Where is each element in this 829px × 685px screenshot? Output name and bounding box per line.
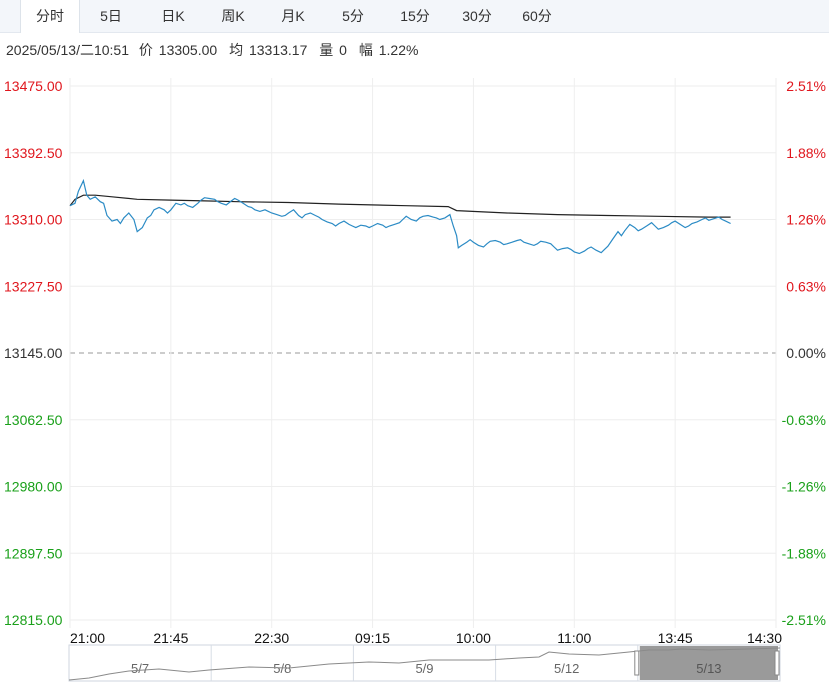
x-tick-label: 21:45 [153, 630, 188, 646]
navigator-right-handle[interactable] [774, 650, 780, 676]
y-tick-label: 13392.50 [4, 145, 63, 161]
pct-tick-label: 1.88% [786, 145, 826, 161]
quote-datetime: 2025/05/13/二10:51 [6, 42, 129, 58]
avg-value: 13313.17 [248, 42, 308, 58]
price-line [69, 178, 731, 255]
navigator-day-label: 5/13 [696, 661, 721, 676]
price-label: 价 [138, 42, 153, 58]
tab-weekly-k[interactable]: 周K [221, 8, 245, 24]
y-tick-label: 13475.00 [4, 78, 63, 94]
price-value: 13305.00 [158, 42, 218, 58]
volume-label: 量 [319, 42, 334, 58]
navigator-left-handle[interactable] [634, 650, 640, 676]
y-tick-label: 12897.50 [4, 545, 63, 561]
y-tick-label: 13062.50 [4, 412, 63, 428]
tab-15min[interactable]: 15分 [400, 8, 430, 24]
period-tabs: 分时 5日 日K 周K 月K 5分 15分 30分 60分 [0, 0, 829, 33]
navigator-day-label: 5/7 [131, 661, 149, 676]
volume-value: 0 [339, 42, 347, 58]
pct-tick-label: 0.00% [786, 345, 826, 361]
x-tick-label: 22:30 [254, 630, 289, 646]
pct-tick-label: -0.63% [782, 412, 826, 428]
pct-tick-label: 1.26% [786, 212, 826, 228]
pct-tick-label: -1.26% [782, 479, 826, 495]
y-tick-label: 12815.00 [4, 612, 63, 628]
quote-info-bar: 2025/05/13/二10:51 价 13305.00 均 13313.17 … [6, 40, 420, 60]
x-tick-label: 13:45 [658, 630, 693, 646]
y-tick-label: 13145.00 [4, 345, 63, 361]
tab-30min[interactable]: 30分 [462, 8, 492, 24]
y-tick-label: 12980.00 [4, 479, 63, 495]
range-value: 1.22% [378, 42, 419, 58]
tab-timeshare[interactable]: 分时 [20, 0, 80, 33]
avg-price-line [69, 194, 731, 218]
tab-5day[interactable]: 5日 [100, 8, 122, 24]
x-tick-label: 11:00 [557, 630, 591, 646]
x-tick-label: 21:00 [70, 630, 105, 646]
navigator-selection[interactable] [639, 646, 778, 680]
tab-daily-k[interactable]: 日K [161, 8, 185, 24]
pct-tick-label: 2.51% [786, 78, 826, 94]
avg-label: 均 [229, 42, 244, 58]
tab-60min[interactable]: 60分 [522, 8, 552, 24]
tab-monthly-k[interactable]: 月K [281, 8, 305, 24]
navigator-day-label: 5/9 [415, 661, 433, 676]
x-tick-label: 14:30 [747, 630, 782, 646]
tab-5min[interactable]: 5分 [342, 8, 364, 24]
navigator-day-label: 5/8 [273, 661, 291, 676]
navigator-trend-line [68, 647, 781, 681]
x-tick-label: 09:15 [355, 630, 390, 646]
pct-tick-label: 0.63% [786, 278, 826, 294]
pct-tick-label: -2.51% [782, 612, 826, 628]
y-tick-label: 13310.00 [4, 212, 63, 228]
x-tick-label: 10:00 [456, 630, 491, 646]
range-label: 幅 [358, 42, 373, 58]
pct-tick-label: -1.88% [782, 545, 826, 561]
y-tick-label: 13227.50 [4, 278, 63, 294]
navigator-day-label: 5/12 [554, 661, 579, 676]
